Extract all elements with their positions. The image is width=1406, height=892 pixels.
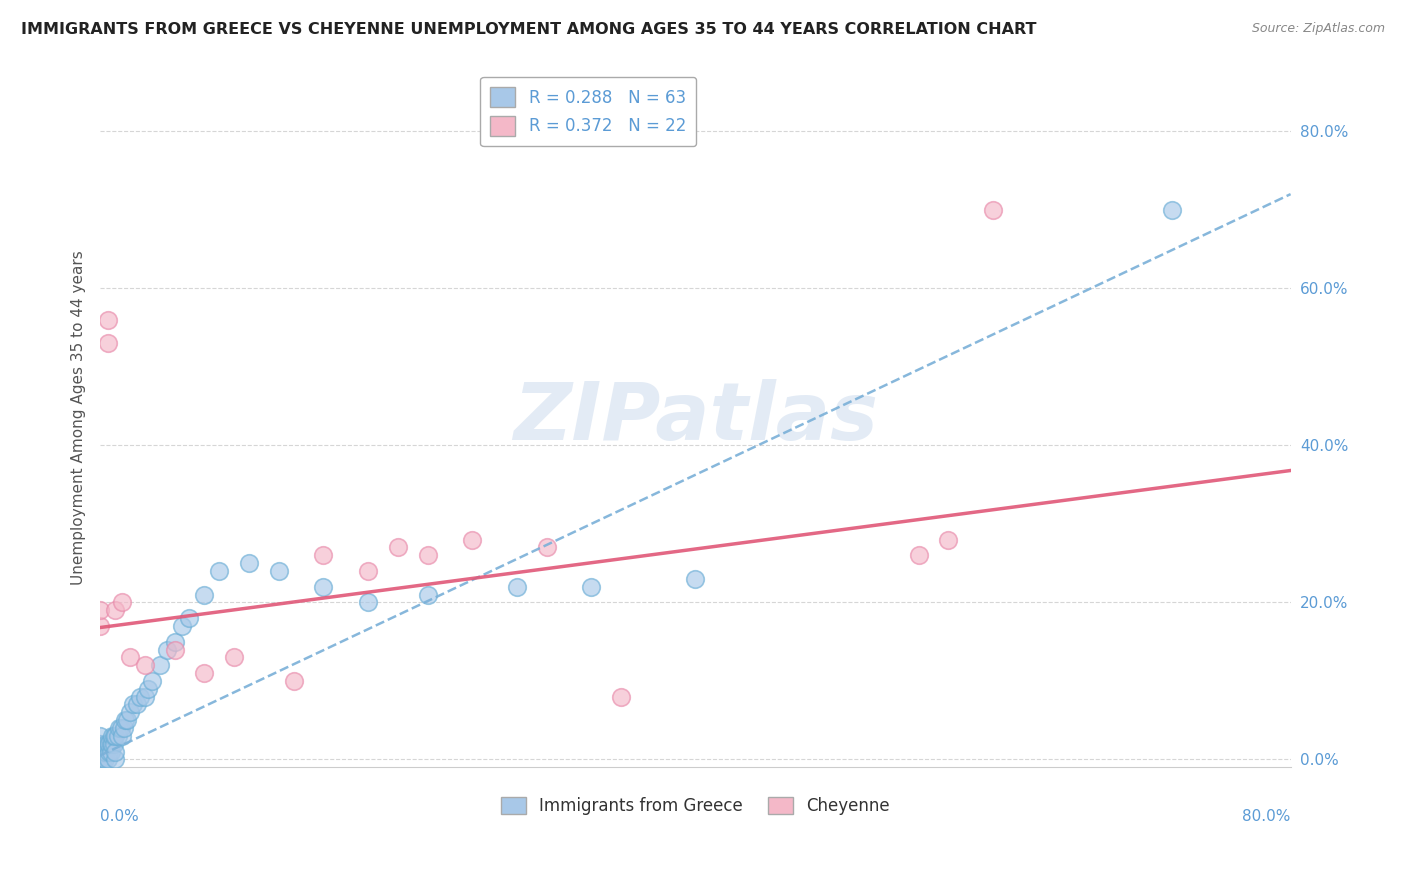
Point <box>1160 202 1182 217</box>
Point <box>111 729 134 743</box>
Point <box>93 745 115 759</box>
Point <box>283 673 305 688</box>
Point <box>312 549 335 563</box>
Point <box>94 737 117 751</box>
Point <box>89 752 111 766</box>
Point <box>89 745 111 759</box>
Point <box>981 202 1004 217</box>
Point <box>222 650 245 665</box>
Point <box>193 588 215 602</box>
Point <box>136 681 159 696</box>
Point <box>156 642 179 657</box>
Point <box>416 588 439 602</box>
Point <box>100 745 122 759</box>
Point <box>163 634 186 648</box>
Point <box>89 619 111 633</box>
Point <box>118 650 141 665</box>
Point <box>936 533 959 547</box>
Point <box>127 698 149 712</box>
Point <box>461 533 484 547</box>
Point <box>89 745 111 759</box>
Point <box>101 737 124 751</box>
Text: Source: ZipAtlas.com: Source: ZipAtlas.com <box>1251 22 1385 36</box>
Text: ZIPatlas: ZIPatlas <box>513 379 877 457</box>
Point <box>104 729 127 743</box>
Point <box>89 752 111 766</box>
Point <box>387 541 409 555</box>
Point <box>114 713 136 727</box>
Point <box>89 752 111 766</box>
Point <box>97 312 120 326</box>
Legend: Immigrants from Greece, Cheyenne: Immigrants from Greece, Cheyenne <box>494 790 897 822</box>
Point <box>134 690 156 704</box>
Point <box>93 752 115 766</box>
Text: IMMIGRANTS FROM GREECE VS CHEYENNE UNEMPLOYMENT AMONG AGES 35 TO 44 YEARS CORREL: IMMIGRANTS FROM GREECE VS CHEYENNE UNEMP… <box>21 22 1036 37</box>
Point <box>208 564 231 578</box>
Text: 80.0%: 80.0% <box>1243 809 1291 824</box>
Point <box>685 572 707 586</box>
Point <box>312 580 335 594</box>
Point <box>141 673 163 688</box>
Point <box>104 745 127 759</box>
Point <box>416 549 439 563</box>
Point <box>112 721 135 735</box>
Point <box>357 595 380 609</box>
Point <box>506 580 529 594</box>
Point <box>89 603 111 617</box>
Point <box>91 752 114 766</box>
Point <box>91 745 114 759</box>
Point <box>100 737 122 751</box>
Point <box>170 619 193 633</box>
Point <box>89 745 111 759</box>
Point <box>89 737 111 751</box>
Point <box>101 729 124 743</box>
Point <box>579 580 602 594</box>
Point <box>104 603 127 617</box>
Point <box>108 721 131 735</box>
Point <box>98 737 121 751</box>
Point <box>103 729 125 743</box>
Point <box>610 690 633 704</box>
Point <box>536 541 558 555</box>
Point <box>97 737 120 751</box>
Point <box>267 564 290 578</box>
Point <box>129 690 152 704</box>
Point <box>107 729 129 743</box>
Point <box>238 556 260 570</box>
Point <box>110 721 132 735</box>
Point <box>115 713 138 727</box>
Point <box>357 564 380 578</box>
Point <box>97 336 120 351</box>
Point <box>89 752 111 766</box>
Text: 0.0%: 0.0% <box>100 809 139 824</box>
Point <box>89 752 111 766</box>
Point <box>90 752 112 766</box>
Point <box>94 745 117 759</box>
Point <box>111 595 134 609</box>
Y-axis label: Unemployment Among Ages 35 to 44 years: Unemployment Among Ages 35 to 44 years <box>72 251 86 585</box>
Point <box>121 698 143 712</box>
Point <box>193 666 215 681</box>
Point <box>89 752 111 766</box>
Point <box>149 658 172 673</box>
Point <box>90 745 112 759</box>
Point <box>104 752 127 766</box>
Point <box>118 706 141 720</box>
Point <box>98 745 121 759</box>
Point <box>89 737 111 751</box>
Point <box>134 658 156 673</box>
Point <box>103 737 125 751</box>
Point <box>163 642 186 657</box>
Point <box>179 611 201 625</box>
Point <box>89 729 111 743</box>
Point <box>97 752 120 766</box>
Point <box>907 549 929 563</box>
